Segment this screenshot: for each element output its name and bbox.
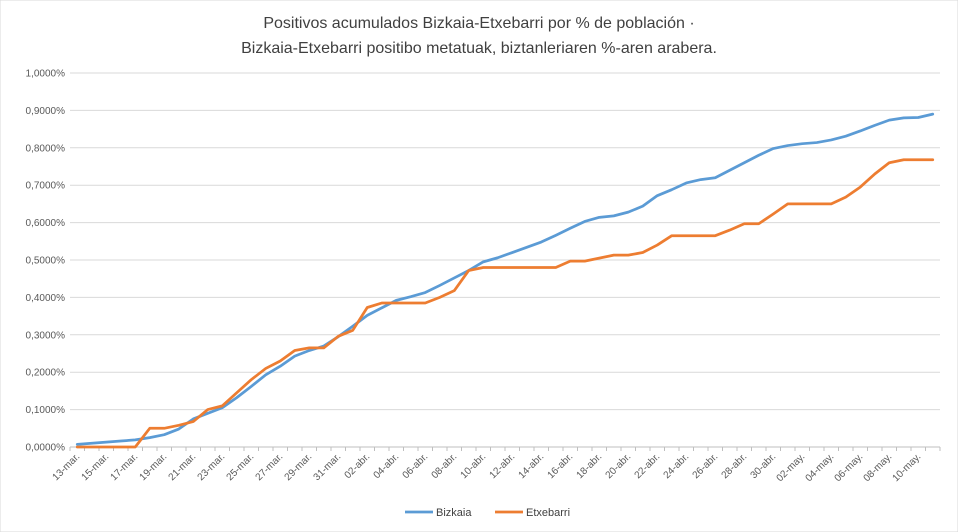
y-tick-label: 0,6000% — [26, 218, 66, 229]
y-tick-label: 0,3000% — [26, 330, 66, 341]
y-tick-label: 0,2000% — [26, 368, 66, 379]
y-tick-label: 1,0000% — [26, 69, 66, 80]
chart-title-line-2: Bizkaia-Etxebarri positibo metatuak, biz… — [241, 40, 717, 57]
y-tick-label: 0,8000% — [26, 143, 66, 154]
series-lines — [75, 112, 935, 449]
series-line-bizkaia — [75, 112, 935, 446]
chart-title-line-1: Positivos acumulados Bizkaia-Etxebarri p… — [263, 15, 694, 32]
y-tick-label: 0,9000% — [26, 106, 66, 117]
legend: Bizkaia Etxebarri — [405, 507, 570, 519]
y-tick-label: 0,0000% — [26, 443, 66, 454]
y-tick-label: 0,5000% — [26, 256, 66, 267]
series-line-etxebarri — [75, 158, 935, 449]
y-tick-label: 0,7000% — [26, 181, 66, 192]
legend-label-etxebarri: Etxebarri — [526, 507, 570, 519]
y-axis: 0,0000% 0,1000% 0,2000% 0,3000% 0,4000% 0,500… — [26, 69, 66, 454]
y-tick-label: 0,1000% — [26, 405, 66, 416]
legend-label-bizkaia: Bizkaia — [436, 507, 472, 519]
gridlines — [70, 72, 940, 448]
y-tick-label: 0,4000% — [26, 293, 66, 304]
